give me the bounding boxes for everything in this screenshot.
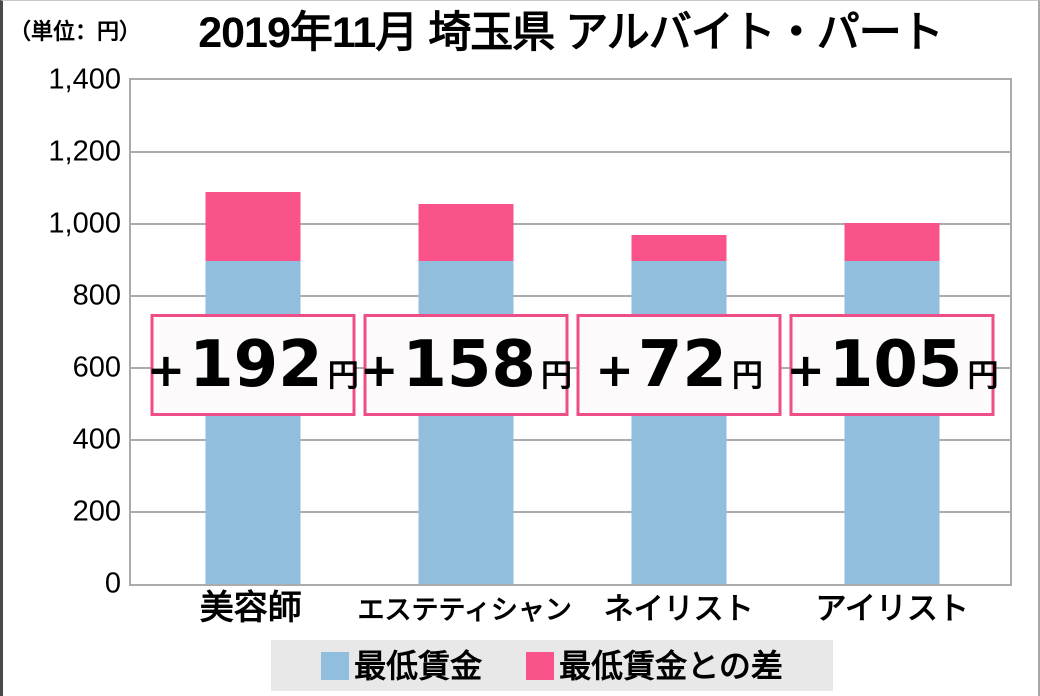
- category-label: 美容師: [199, 589, 302, 627]
- legend-swatch-diff: [526, 651, 555, 680]
- y-axis-tick-label: 200: [72, 495, 121, 528]
- bar-column: +105 円: [786, 80, 999, 584]
- y-axis-tick-label: 800: [72, 279, 121, 312]
- diff-unit: 円: [731, 358, 763, 393]
- y-axis-tick-label: 600: [72, 351, 121, 384]
- gridline: [131, 151, 1010, 153]
- category-label: エステティシャン: [357, 595, 572, 625]
- bar-region: +192 円 +158 円 +72 円 +105 円: [146, 80, 999, 584]
- bar-column: +192 円: [146, 80, 359, 584]
- legend-item: 最低賃金: [321, 650, 482, 682]
- category-column: 美容師: [144, 589, 358, 627]
- category-column: エステティシャン: [357, 595, 572, 626]
- bar-segment-diff: [844, 222, 940, 261]
- diff-unit: 円: [967, 358, 999, 393]
- bar-segment-diff: [418, 203, 514, 261]
- gridline: [131, 295, 1010, 297]
- diff-sign: +: [359, 343, 399, 397]
- diff-sign: +: [595, 343, 634, 397]
- bar-segment-diff: [631, 234, 727, 261]
- gridline: [131, 223, 1010, 225]
- category-label: ネイリスト: [603, 593, 754, 626]
- plot-area: +192 円 +158 円 +72 円 +105 円: [129, 78, 1012, 586]
- legend-swatch-min-wage: [321, 651, 350, 680]
- diff-sign: +: [146, 343, 186, 397]
- unit-note: （単位：円）: [9, 19, 142, 44]
- bar-segment-min-wage: [205, 260, 301, 584]
- gridline: [131, 511, 1010, 513]
- y-axis-tick-label: 0: [104, 567, 121, 600]
- diff-label-box: +158 円: [360, 314, 572, 416]
- category-axis-labels: 美容師 エステティシャン ネイリスト アイリスト: [144, 589, 999, 632]
- y-axis-tick-label: 1,200: [48, 135, 121, 168]
- category-column: ネイリスト: [572, 593, 786, 626]
- y-axis-tick-labels: 1,400 1,200 1,000 800 600 400 200 0: [3, 65, 121, 598]
- bar-segment-diff: [205, 191, 301, 261]
- bar-segment-min-wage: [844, 260, 940, 584]
- legend-item: 最低賃金との差: [526, 650, 783, 682]
- diff-label-box: +192 円: [147, 314, 359, 416]
- legend-label: 最低賃金との差: [559, 647, 783, 684]
- bar-column: +158 円: [359, 80, 572, 584]
- diff-unit: 円: [540, 358, 572, 393]
- gridline: [131, 367, 1010, 369]
- diff-label: +105 円: [786, 333, 998, 397]
- chart-title: 2019年11月 埼玉県 アルバイト・パート: [198, 9, 944, 57]
- category-label: アイリスト: [815, 591, 969, 626]
- diff-label: +158 円: [360, 333, 572, 397]
- legend-label: 最低賃金: [354, 647, 483, 684]
- diff-label: +192 円: [147, 333, 359, 397]
- diff-amount: 105: [828, 328, 963, 402]
- diff-amount: 192: [189, 328, 323, 402]
- legend: 最低賃金 最低賃金との差: [271, 640, 833, 691]
- bar-segment-min-wage: [418, 260, 514, 584]
- diff-amount: 72: [637, 328, 727, 402]
- bar-segment-min-wage: [631, 260, 727, 584]
- gridline: [131, 439, 1010, 441]
- diff-sign: +: [786, 343, 825, 397]
- diff-amount: 158: [402, 328, 536, 402]
- bar-column: +72 円: [573, 80, 786, 584]
- y-axis-tick-label: 1,000: [48, 207, 121, 240]
- diff-label-box: +105 円: [786, 314, 998, 416]
- y-axis-tick-label: 1,400: [48, 63, 121, 96]
- y-axis-tick-label: 400: [72, 423, 121, 456]
- diff-unit: 円: [327, 358, 359, 393]
- category-column: アイリスト: [785, 591, 999, 626]
- diff-label: +72 円: [595, 333, 763, 397]
- diff-label-box: +72 円: [576, 314, 782, 416]
